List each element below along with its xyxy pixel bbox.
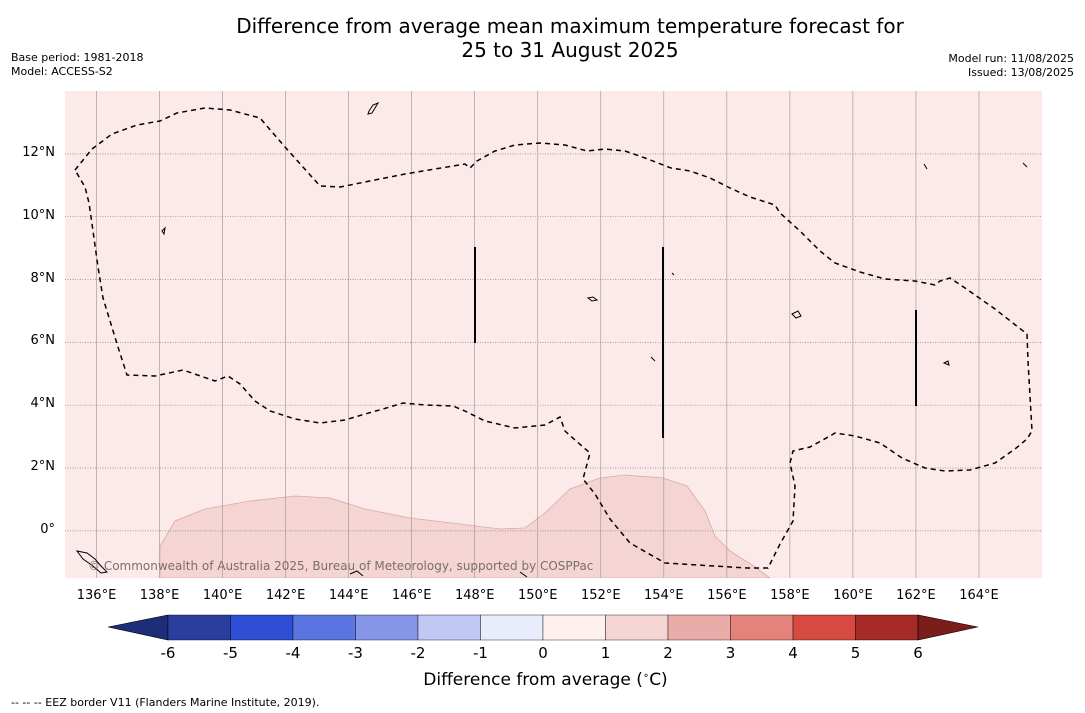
colorbar-segment: [792, 614, 856, 641]
colorbar-segment: [605, 614, 669, 641]
colorbar-tick: -2: [410, 644, 426, 662]
chart-title: Difference from average mean maximum tem…: [0, 14, 1085, 62]
colorbar-segment: [855, 614, 919, 641]
lon-tick-label: 164°E: [959, 588, 999, 603]
colorbar-under-arrow: [108, 614, 169, 641]
colorbar-segment: [667, 614, 731, 641]
island-outlines: [75, 101, 1028, 578]
lon-tick-label: 154°E: [644, 588, 684, 603]
gridlines: [65, 91, 1042, 578]
colorbar-segment: [417, 614, 481, 641]
colorbar-tick: -5: [223, 644, 238, 662]
colorbar-tick: 0: [538, 644, 548, 662]
colorbar-tick: 6: [913, 644, 923, 662]
meta-right: Model run: 11/08/2025 Issued: 13/08/2025: [948, 52, 1074, 80]
colorbar-segment: [230, 614, 294, 641]
issued-text: Issued: 13/08/2025: [967, 66, 1074, 79]
title-line-2: 25 to 31 August 2025: [461, 38, 679, 62]
colorbar-segment: [167, 614, 231, 641]
colorbar-tick: 5: [850, 644, 861, 662]
colorbar-segment: [292, 614, 356, 641]
lon-tick-label: 160°E: [833, 588, 873, 603]
colorbar-over-arrow: [917, 614, 978, 641]
lon-tick-label: 142°E: [265, 588, 306, 603]
colorbar-label: Difference from average (∘C): [423, 670, 668, 690]
colorbar-segment: [355, 614, 419, 641]
lon-tick-label: 144°E: [328, 588, 369, 603]
lon-tick-label: 136°E: [76, 588, 117, 603]
title-line-1: Difference from average mean maximum tem…: [236, 14, 904, 38]
lon-tick-label: 158°E: [770, 588, 810, 603]
meta-left: Base period: 1981-2018 Model: ACCESS-S2: [11, 51, 143, 79]
colorbar-tick: -4: [285, 644, 301, 662]
lon-tick-label: 150°E: [517, 588, 558, 603]
colorbar-segment: [542, 614, 606, 641]
lat-tick-label: 6°N: [30, 333, 56, 349]
map-svg: [65, 91, 1042, 578]
eez-border: [74, 107, 1033, 569]
lon-tick-label: 148°E: [454, 588, 495, 603]
lon-tick-label: 146°E: [391, 588, 432, 603]
colorbar-tick: 4: [788, 644, 798, 662]
lat-tick-label: 8°N: [30, 270, 56, 286]
colorbar-tick: 3: [725, 644, 736, 662]
colorbar-tick: -1: [473, 644, 488, 662]
lon-tick-label: 138°E: [139, 588, 180, 603]
copyright-text: © Commonwealth of Australia 2025, Bureau…: [88, 559, 594, 573]
colorbar-segment: [480, 614, 544, 641]
lon-tick-label: 152°E: [581, 588, 621, 603]
eez-legend-note: -- -- -- EEZ border V11 (Flanders Marine…: [11, 696, 320, 709]
map-panel[interactable]: [65, 91, 1042, 578]
model-text: Model: ACCESS-S2: [11, 65, 113, 78]
lat-tick-label: 10°N: [22, 207, 55, 223]
colorbar-segment: [730, 614, 794, 641]
lat-tick-label: 0°: [40, 521, 55, 537]
lat-tick-label: 12°N: [22, 144, 55, 160]
degree-symbol: ∘: [642, 670, 650, 682]
lon-tick-label: 156°E: [707, 588, 747, 603]
base-period-text: Base period: 1981-2018: [11, 51, 144, 64]
lat-tick-label: 2°N: [30, 459, 56, 475]
colorbar: [108, 614, 978, 641]
colorbar-tick: 2: [663, 644, 673, 662]
warm-anomaly-region: [159, 474, 771, 578]
colorbar-tick: 1: [600, 644, 611, 662]
lon-tick-label: 140°E: [202, 588, 243, 603]
model-run-text: Model run: 11/08/2025: [948, 52, 1074, 65]
colorbar-tick: -3: [348, 644, 363, 662]
lon-tick-label: 162°E: [896, 588, 936, 603]
lat-tick-label: 4°N: [30, 396, 56, 412]
colorbar-tick: -6: [160, 644, 176, 662]
